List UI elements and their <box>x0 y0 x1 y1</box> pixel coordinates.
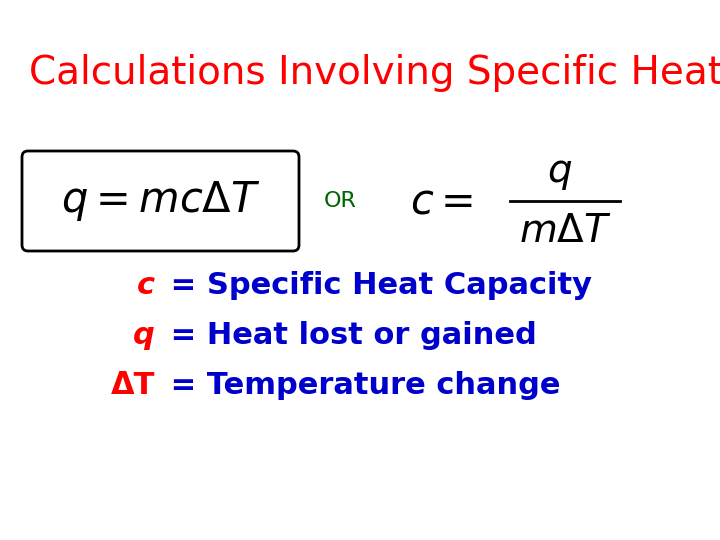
Text: $m\Delta T$: $m\Delta T$ <box>518 212 611 250</box>
Text: ΔT: ΔT <box>111 370 155 400</box>
Text: q: q <box>133 321 155 349</box>
Text: = Temperature change: = Temperature change <box>160 370 560 400</box>
Text: = Heat lost or gained: = Heat lost or gained <box>160 321 536 349</box>
Text: OR: OR <box>323 191 356 211</box>
Text: $q=mc\Delta T$: $q=mc\Delta T$ <box>60 179 260 223</box>
Text: $c=$: $c=$ <box>410 180 473 222</box>
Text: Calculations Involving Specific Heat: Calculations Involving Specific Heat <box>29 54 720 92</box>
FancyBboxPatch shape <box>22 151 299 251</box>
Text: c: c <box>137 271 155 300</box>
Text: $q$: $q$ <box>547 154 572 192</box>
Text: = Specific Heat Capacity: = Specific Heat Capacity <box>160 271 592 300</box>
